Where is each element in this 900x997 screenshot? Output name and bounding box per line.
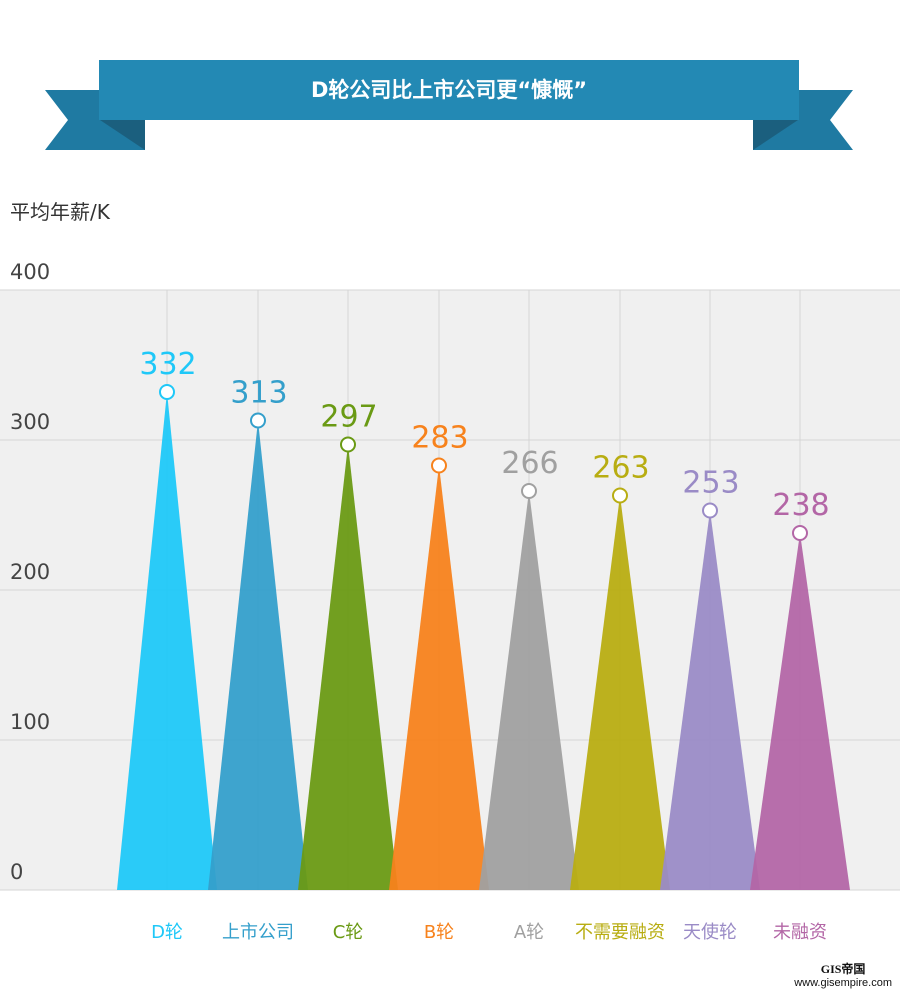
watermark-title: GIS帝国 [820,962,866,976]
banner-left-fold [100,120,145,150]
data-point [521,483,537,499]
y-tick-label: 100 [10,710,50,734]
data-label: 332 [139,347,196,382]
x-tick-label: D轮 [151,922,183,943]
watermark: GIS帝国 www.gisempire.com [794,960,892,989]
spike-bar [117,392,217,890]
data-point [431,457,447,474]
x-tick-label: 天使轮 [683,922,737,943]
chart-title: D轮公司比上市公司更“慷慨” [311,78,587,102]
banner: D轮公司比上市公司更“慷慨” [45,60,853,150]
data-label: 253 [682,466,739,501]
y-tick-label: 400 [10,260,50,284]
x-tick-label: 不需要融资 [575,922,665,943]
data-label: 297 [320,400,377,435]
data-label: 266 [501,446,558,481]
banner-main [99,60,799,120]
x-tick-label: C轮 [333,922,364,943]
spike-bar [570,495,670,890]
spike-bar [479,491,579,890]
spike-bar [660,510,760,890]
y-axis-label: 平均年薪/K [10,200,111,224]
data-point [159,384,175,400]
y-tick-label: 0 [10,860,23,884]
spike-bar [208,420,308,890]
banner-right-fold [753,120,798,150]
data-label: 313 [230,376,287,411]
y-tick-label: 300 [10,410,50,434]
spike-bar [389,465,489,890]
x-tick-label: A轮 [514,922,544,943]
data-label: 283 [411,421,468,456]
x-tick-label: B轮 [424,922,454,943]
spike-bar [298,444,398,890]
data-point [612,487,628,504]
y-tick-label: 200 [10,560,50,584]
data-label: 238 [772,488,829,523]
data-point [250,412,266,429]
data-point [340,436,356,453]
x-tick-label: 未融资 [773,922,827,943]
x-tick-label: 上市公司 [222,922,294,943]
spike-bar [750,533,850,890]
watermark-url: www.gisempire.com [794,977,892,989]
data-label: 263 [592,451,649,486]
data-point [792,525,808,541]
data-point [702,502,718,519]
